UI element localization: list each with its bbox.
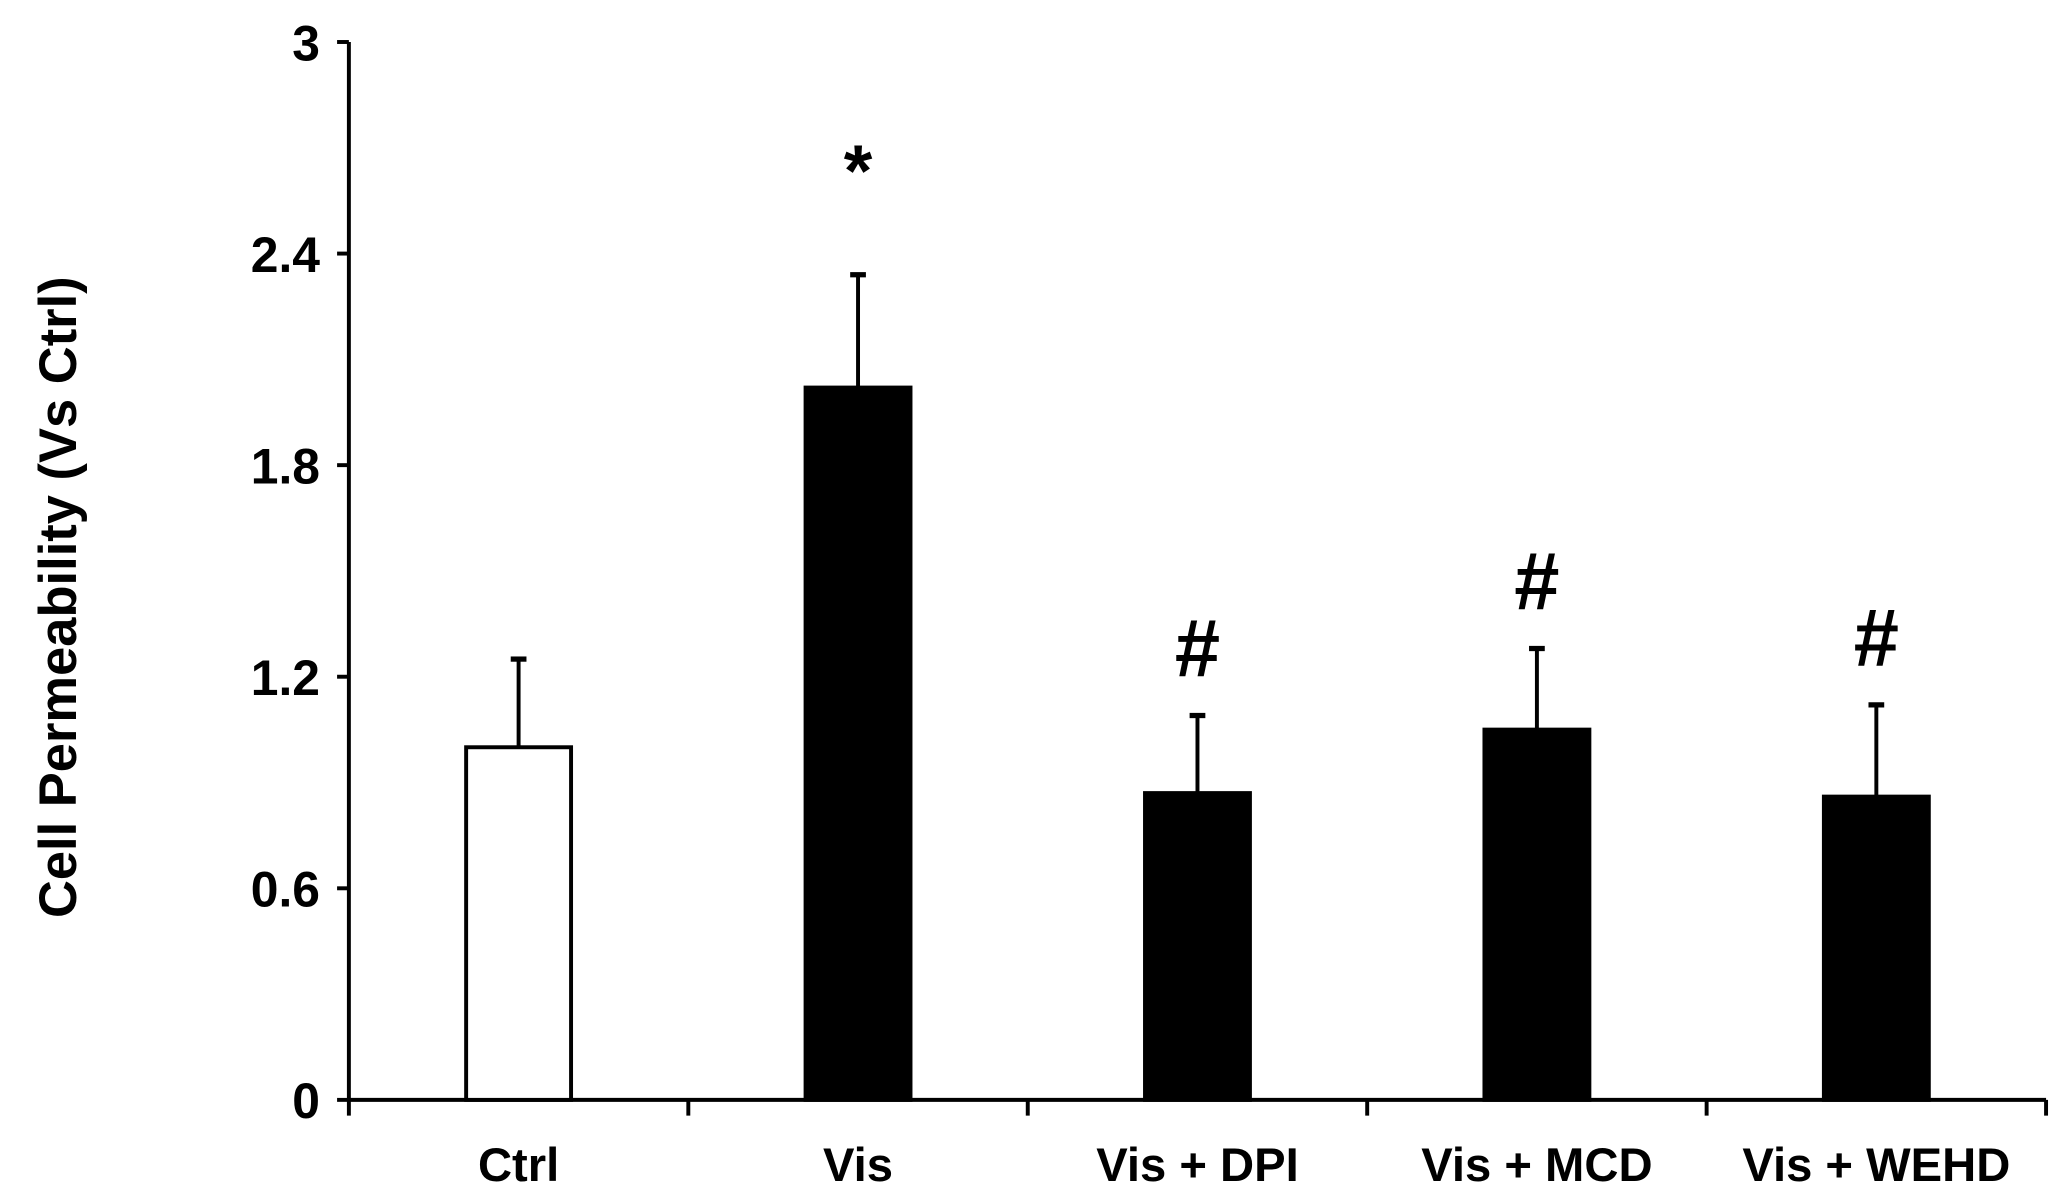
significance-hash: #	[1854, 593, 1899, 684]
significance-hash: #	[1514, 536, 1559, 627]
bar	[1821, 794, 1931, 1102]
bar	[1482, 727, 1592, 1102]
x-tick-label: Ctrl	[478, 1139, 559, 1192]
y-tick-label: 1.8	[251, 439, 320, 495]
significance-hash: #	[1175, 603, 1220, 694]
x-tick-label: Vis + MCD	[1421, 1139, 1652, 1192]
x-tick-label: Vis	[823, 1139, 893, 1192]
significance-asterisk: *	[844, 129, 873, 212]
y-tick-label: 0.6	[251, 862, 320, 918]
y-tick-label: 0	[292, 1073, 320, 1129]
bar	[803, 385, 913, 1102]
y-tick-label: 1.2	[251, 650, 320, 706]
y-tick-label: 2.4	[251, 227, 321, 283]
bar	[1143, 791, 1252, 1102]
x-tick-label: Vis + DPI	[1096, 1139, 1298, 1192]
y-tick-label: 3	[292, 15, 320, 71]
y-axis-label: Cell Permeability (Vs Ctrl)	[29, 276, 88, 918]
bar	[464, 745, 574, 1102]
x-tick-label: Vis + WEHD	[1742, 1139, 2010, 1192]
